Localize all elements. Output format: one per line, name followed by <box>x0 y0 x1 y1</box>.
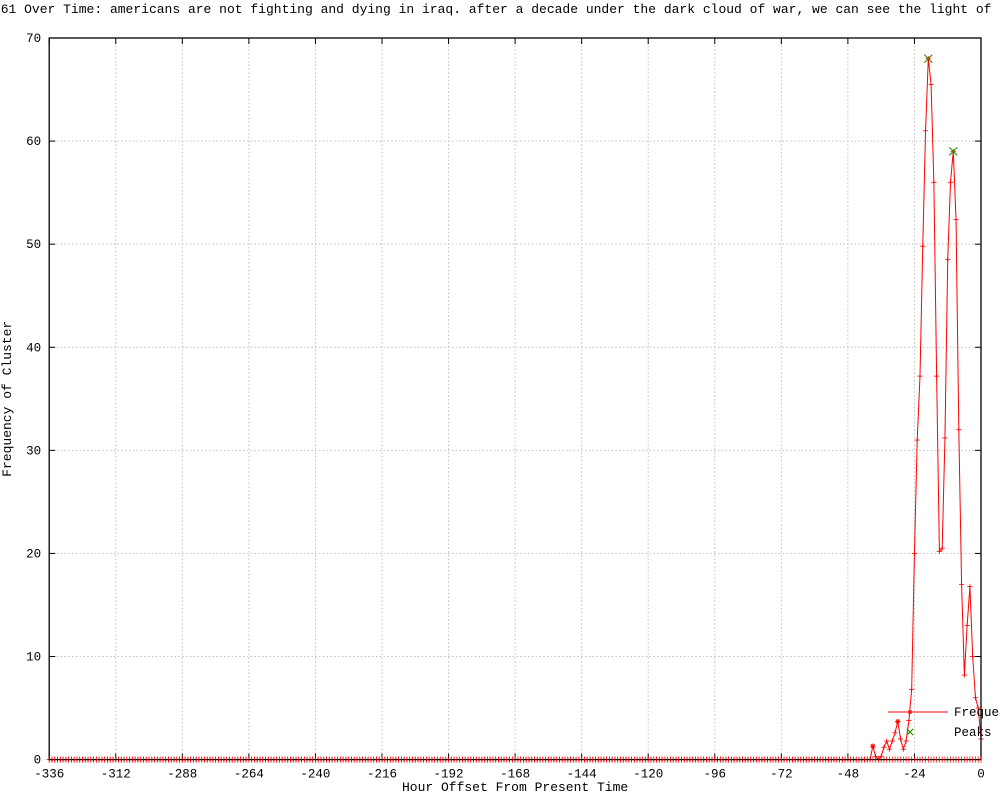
svg-text:-24: -24 <box>903 768 926 782</box>
svg-text:-288: -288 <box>167 768 197 782</box>
svg-text:Frequency of Cluster: Frequency of Cluster <box>0 321 15 477</box>
svg-text:Peaks: Peaks <box>954 726 992 740</box>
svg-text:70: 70 <box>26 32 41 46</box>
svg-text:10: 10 <box>26 651 41 665</box>
svg-text:40: 40 <box>26 341 41 355</box>
svg-text:-48: -48 <box>837 768 860 782</box>
svg-text:-264: -264 <box>234 768 264 782</box>
svg-text:-336: -336 <box>34 768 64 782</box>
svg-text:-96: -96 <box>704 768 727 782</box>
svg-text:0: 0 <box>977 768 985 782</box>
svg-text:-312: -312 <box>101 768 131 782</box>
svg-text:20: 20 <box>26 547 41 561</box>
svg-text:-72: -72 <box>770 768 793 782</box>
svg-text:Hour Offset From Present Time: Hour Offset From Present Time <box>402 780 628 795</box>
svg-text:60: 60 <box>26 135 41 149</box>
svg-text:Frequency: Frequency <box>954 706 1000 720</box>
svg-text:-120: -120 <box>633 768 663 782</box>
svg-text:50: 50 <box>26 238 41 252</box>
svg-text:30: 30 <box>26 444 41 458</box>
svg-text:-240: -240 <box>300 768 330 782</box>
svg-text:Frequency of Cluster 2616261 O: Frequency of Cluster 2616261 Over Time: … <box>0 2 1000 17</box>
svg-text:-216: -216 <box>367 768 397 782</box>
svg-text:0: 0 <box>34 754 42 768</box>
